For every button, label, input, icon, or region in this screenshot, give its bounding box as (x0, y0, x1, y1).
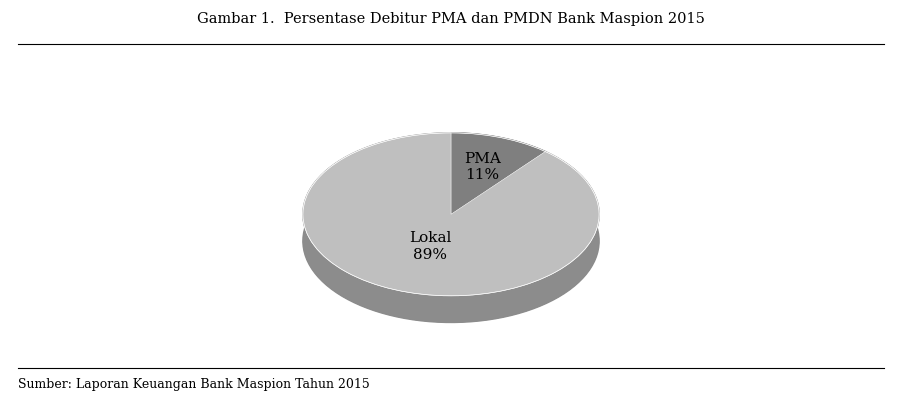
Text: Sumber: Laporan Keuangan Bank Maspion Tahun 2015: Sumber: Laporan Keuangan Bank Maspion Ta… (18, 378, 370, 391)
Polygon shape (451, 133, 546, 178)
Text: PMA
11%: PMA 11% (464, 152, 501, 182)
Polygon shape (303, 133, 599, 322)
Polygon shape (303, 133, 599, 296)
Polygon shape (451, 133, 546, 214)
Ellipse shape (303, 160, 599, 322)
Text: Lokal
89%: Lokal 89% (409, 231, 451, 262)
Text: Gambar 1.  Persentase Debitur PMA dan PMDN Bank Maspion 2015: Gambar 1. Persentase Debitur PMA dan PMD… (197, 12, 705, 27)
